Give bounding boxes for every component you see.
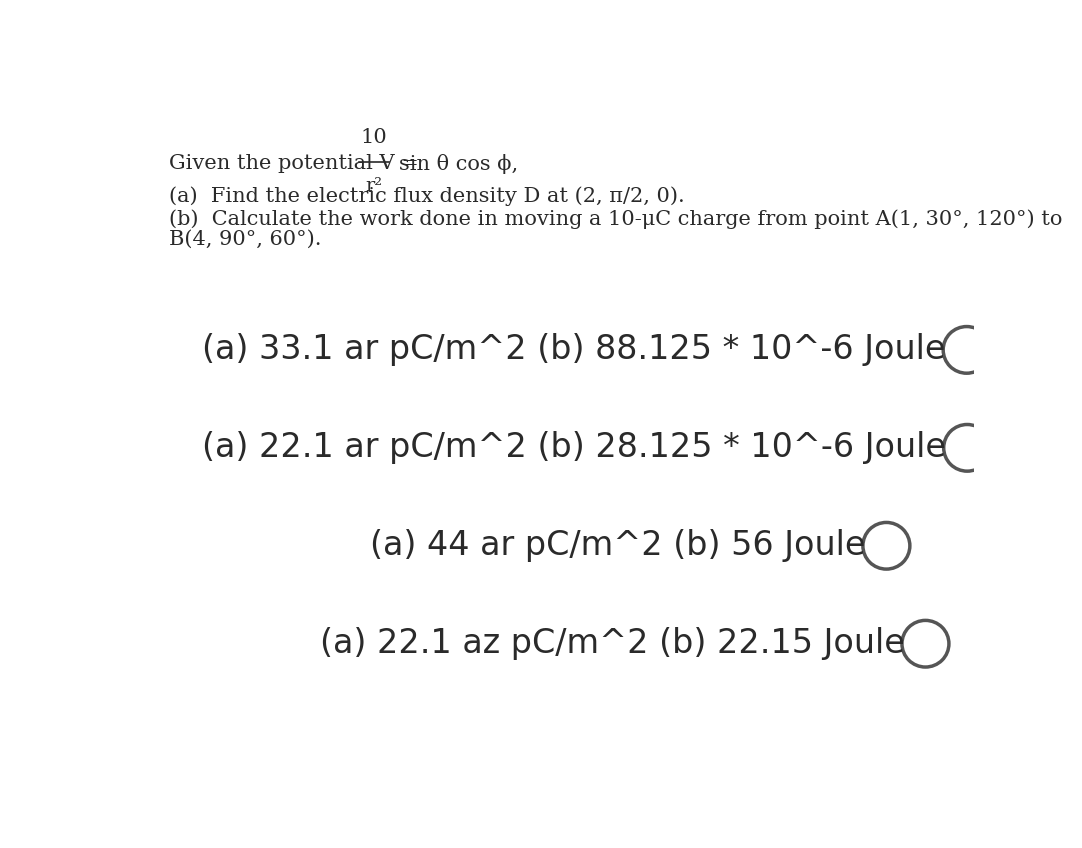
Text: 10: 10 (361, 128, 387, 148)
Text: r²: r² (366, 177, 383, 195)
Text: B(4, 90°, 60°).: B(4, 90°, 60°). (169, 229, 321, 248)
Text: sin θ cos ϕ,: sin θ cos ϕ, (399, 153, 518, 174)
Text: Given the potential V =: Given the potential V = (169, 154, 425, 173)
Text: (a)  Find the electric flux density D at (2, π/2, 0).: (a) Find the electric flux density D at … (169, 187, 685, 206)
Text: (a) 44 ar pC/m^2 (b) 56 Joule: (a) 44 ar pC/m^2 (b) 56 Joule (370, 529, 866, 562)
Text: (a) 22.1 az pC/m^2 (b) 22.15 Joule: (a) 22.1 az pC/m^2 (b) 22.15 Joule (320, 628, 905, 661)
Text: (a) 33.1 ar pC/m^2 (b) 88.125 * 10^-6 Joule: (a) 33.1 ar pC/m^2 (b) 88.125 * 10^-6 Jo… (202, 333, 946, 366)
Text: (a) 22.1 ar pC/m^2 (b) 28.125 * 10^-6 Joule: (a) 22.1 ar pC/m^2 (b) 28.125 * 10^-6 Jo… (202, 432, 946, 465)
Text: (b)  Calculate the work done in moving a 10-μC charge from point A(1, 30°, 120°): (b) Calculate the work done in moving a … (169, 209, 1063, 229)
